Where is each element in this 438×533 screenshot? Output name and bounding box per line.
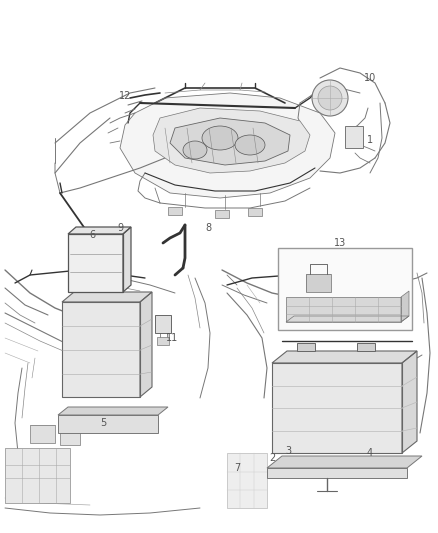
Polygon shape bbox=[140, 292, 152, 397]
Polygon shape bbox=[68, 227, 131, 234]
Bar bbox=[30, 425, 55, 443]
Bar bbox=[248, 208, 262, 216]
Polygon shape bbox=[272, 351, 417, 363]
Polygon shape bbox=[272, 363, 402, 453]
Circle shape bbox=[312, 80, 348, 116]
Bar bbox=[157, 337, 169, 345]
Polygon shape bbox=[286, 297, 401, 322]
Bar bbox=[227, 453, 267, 508]
Bar bbox=[278, 248, 412, 330]
Polygon shape bbox=[153, 108, 310, 173]
Bar bbox=[215, 210, 229, 218]
Text: 10: 10 bbox=[364, 73, 376, 83]
Text: 11: 11 bbox=[166, 333, 178, 343]
Polygon shape bbox=[120, 93, 335, 198]
Bar bbox=[168, 207, 182, 215]
Polygon shape bbox=[123, 227, 131, 292]
Bar bbox=[5, 448, 70, 503]
Text: 9: 9 bbox=[117, 223, 123, 233]
Text: 4: 4 bbox=[367, 448, 373, 458]
Text: 1: 1 bbox=[367, 135, 373, 145]
Circle shape bbox=[318, 86, 342, 110]
Polygon shape bbox=[58, 407, 168, 415]
Ellipse shape bbox=[235, 135, 265, 155]
Ellipse shape bbox=[183, 141, 207, 159]
Polygon shape bbox=[267, 468, 407, 478]
Text: 8: 8 bbox=[205, 223, 211, 233]
Polygon shape bbox=[402, 351, 417, 453]
Polygon shape bbox=[286, 316, 409, 322]
Polygon shape bbox=[267, 456, 422, 468]
Bar bbox=[297, 343, 315, 351]
Bar bbox=[155, 315, 171, 333]
Polygon shape bbox=[58, 415, 158, 433]
Polygon shape bbox=[62, 292, 152, 302]
Bar bbox=[60, 425, 80, 445]
Text: 2: 2 bbox=[269, 453, 275, 463]
Bar bbox=[345, 126, 363, 148]
Polygon shape bbox=[62, 302, 140, 397]
Polygon shape bbox=[306, 274, 331, 292]
Bar bbox=[357, 343, 375, 351]
Text: 3: 3 bbox=[285, 446, 291, 456]
Text: 7: 7 bbox=[234, 463, 240, 473]
Text: 12: 12 bbox=[119, 91, 131, 101]
Text: 6: 6 bbox=[89, 230, 95, 240]
Polygon shape bbox=[170, 118, 290, 165]
Text: 13: 13 bbox=[334, 238, 346, 248]
Polygon shape bbox=[401, 291, 409, 322]
Text: 5: 5 bbox=[100, 418, 106, 428]
Polygon shape bbox=[68, 234, 123, 292]
Ellipse shape bbox=[202, 126, 238, 150]
